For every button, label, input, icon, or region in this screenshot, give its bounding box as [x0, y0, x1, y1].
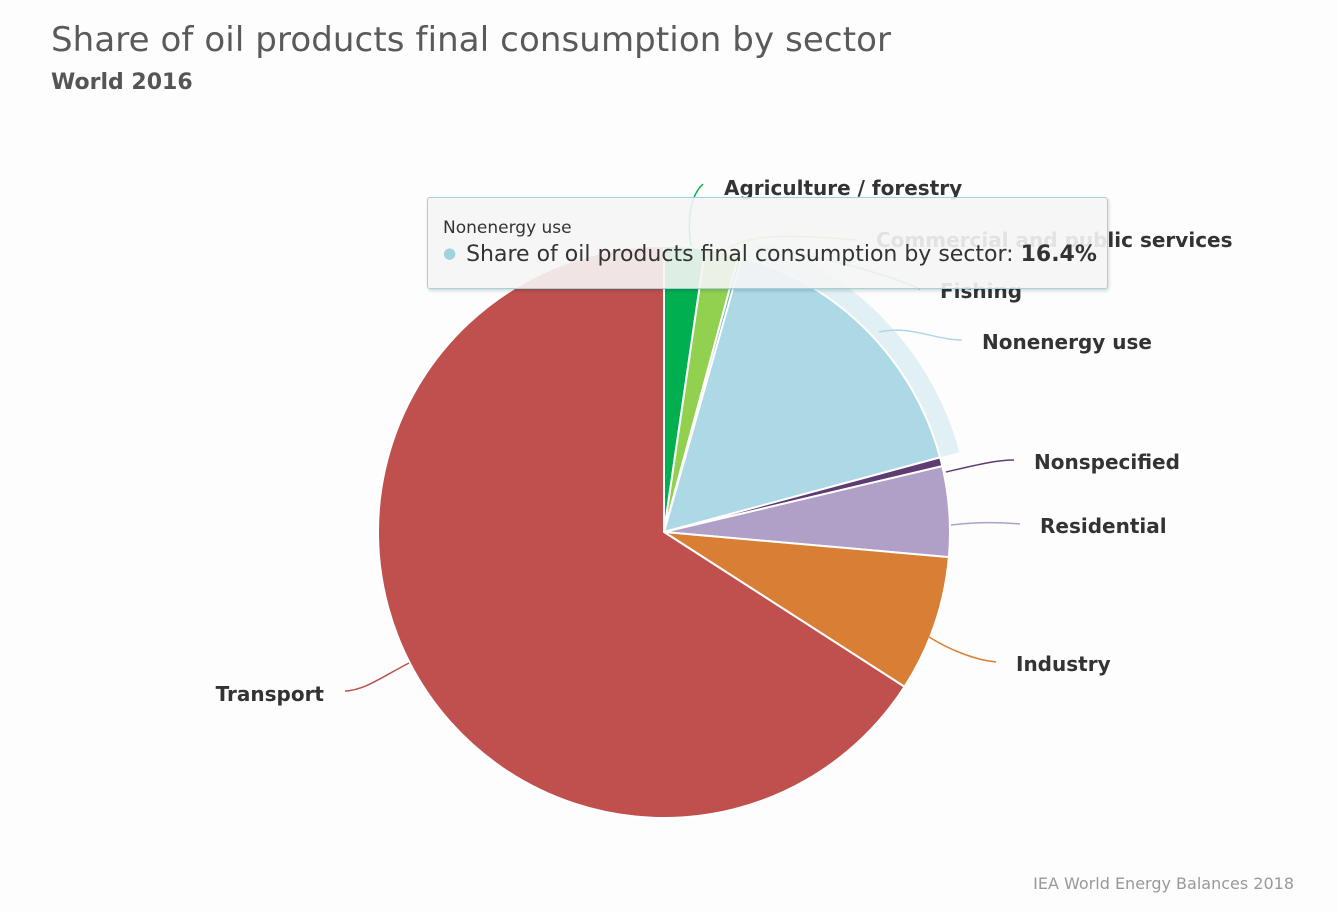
connector-industry — [928, 636, 997, 663]
data-label-residential: Residential — [1040, 514, 1167, 538]
data-label-agriculture-forestry: Agriculture / forestry — [724, 176, 962, 200]
tooltip-series-dot: ● — [443, 244, 457, 262]
chart-title: Share of oil products final consumption … — [51, 20, 892, 60]
slice-industry[interactable] — [663, 531, 950, 688]
data-label-nonenergy-use: Nonenergy use — [982, 330, 1152, 354]
slice-transport[interactable] — [377, 245, 906, 819]
credits: IEA World Energy Balances 2018 — [1033, 874, 1294, 893]
tooltip-line: ● Share of oil products final consumptio… — [443, 242, 1097, 267]
data-label-industry: Industry — [1016, 652, 1111, 676]
tooltip: Nonenergy use ● Share of oil products fi… — [427, 197, 1108, 289]
chart-subtitle: World 2016 — [51, 70, 193, 95]
data-label-nonspecified: Nonspecified — [1034, 450, 1180, 474]
data-label-transport: Transport — [216, 682, 325, 706]
connector-transport — [344, 662, 410, 692]
tooltip-series-label: Share of oil products final consumption … — [466, 242, 1014, 267]
connector-nonenergy-use — [878, 329, 963, 341]
connector-residential — [950, 521, 1021, 526]
tooltip-value: 16.4% — [1020, 242, 1097, 267]
connector-nonspecified — [945, 459, 1015, 473]
tooltip-header: Nonenergy use — [443, 218, 572, 238]
